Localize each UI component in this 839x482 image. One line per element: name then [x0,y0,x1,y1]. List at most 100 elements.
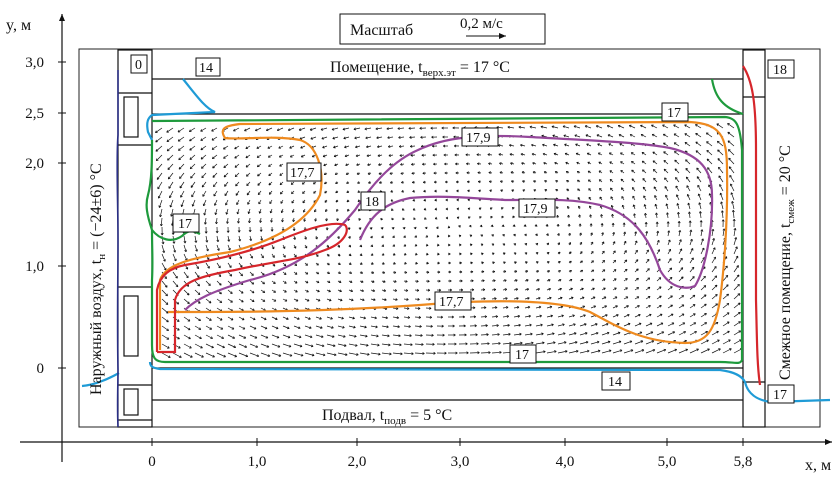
x-tick-label: 4,0 [556,454,575,470]
iso-label-18: 18 [773,63,787,78]
basement-label: Подвал, tподв = 5 °C [322,407,452,427]
outdoor-air-label: Наружный воздух, tн = (−24±6) °C [88,163,108,395]
isotherm-17-right [712,79,743,114]
velocity-vector [723,294,729,299]
velocity-vector [718,159,723,165]
velocity-vector [706,133,712,137]
x-axis-label: x, м [805,457,831,474]
velocity-vector [723,313,729,317]
velocity-vector [162,263,166,270]
iso-label-17: 17 [773,388,787,403]
velocity-vector [718,167,723,173]
velocity-vector [190,164,195,169]
x-tick-label: 5,8 [734,454,753,470]
velocity-vector [734,312,740,317]
velocity-vector [157,173,162,180]
velocity-vector [723,322,729,326]
isotherm-18-right [743,66,760,385]
velocity-vector [158,182,162,189]
velocity-vector [162,281,167,287]
velocity-vector [723,340,730,344]
isotherm-17 [147,117,742,363]
velocity-vector [156,137,162,142]
iso-label-17: 17 [515,348,529,363]
velocity-vector [481,353,490,354]
x-tick-label: 2,0 [348,454,367,470]
y-axis-label: y, м [6,17,31,34]
velocity-vector [191,173,195,178]
velocity-vector [690,349,699,353]
velocity-vector [190,146,195,150]
velocity-vector [156,146,162,151]
velocity-vector [734,340,741,344]
velocity-vector [195,353,204,357]
velocity-vector [697,168,701,173]
velocity-vector [184,299,189,304]
iso-label-17: 17 [178,217,192,232]
velocity-vector [195,272,199,277]
velocity-vector [729,158,734,164]
velocity-vector [712,340,719,344]
isotherm-17-7 [160,122,727,350]
velocity-vector [728,150,734,156]
velocity-vector [701,286,706,291]
velocity-vector [707,142,713,146]
velocity-vector [173,281,178,287]
velocity-vector [195,290,200,295]
velocity-vector [723,303,729,308]
velocity-vector [712,266,716,272]
iso-label-17-7: 17,7 [439,295,464,310]
velocity-vector [167,128,173,132]
velocity-vector [162,353,170,358]
y-tick-label: 2,0 [25,156,44,172]
velocity-vector [723,285,728,290]
velocity-vector [707,159,712,164]
iso-label-14: 14 [608,375,622,390]
y-tick-label: 3,0 [25,55,44,71]
left-wall [118,50,152,427]
velocity-vector [206,353,215,357]
velocity-vector [202,173,206,178]
velocity-vector [184,353,192,357]
velocity-vector [167,137,173,142]
velocity-vector [178,137,184,141]
y-tick-label: 0 [37,361,45,377]
velocity-vector [712,276,717,281]
velocity-vector [415,353,424,354]
velocity-vector [162,344,169,348]
velocity-vector [184,317,190,321]
velocity-vector [195,344,203,348]
velocity-vector [712,304,718,308]
velocity-vector [730,175,734,182]
velocity-vector [169,182,173,188]
velocity-vector [180,173,185,179]
iso-label-17-9: 17,9 [466,131,491,146]
iso-label-14: 14 [199,61,213,76]
velocity-vector [701,340,709,344]
velocity-vector [712,285,717,290]
isotherms [82,66,830,402]
velocity-vector [734,266,739,273]
velocity-vector [162,299,168,305]
iso-label-18: 18 [365,195,379,210]
velocity-vector [719,176,723,182]
velocity-vector [668,349,677,353]
y-tick-label: 1,0 [25,259,44,275]
x-tick-label: 5,0 [658,454,677,470]
velocity-vector [206,344,214,348]
velocity-vector [728,141,734,146]
iso-label-0: 0 [135,58,142,73]
outdoor-isotherm-0 [117,70,118,427]
iso-label-17-9: 17,9 [523,202,548,217]
room-upper-label: Помещение, tверх.эт = 17 °C [330,59,510,79]
velocity-vector [173,272,177,278]
velocity-vector [701,295,706,299]
velocity-vector [717,141,723,146]
velocity-vector [162,326,169,331]
adjacent-room-label: Смежное помещение, tсмеж = 20 °C [777,145,797,380]
velocity-vector [178,146,184,151]
velocity-vector [690,277,694,282]
velocity-vector [228,353,237,357]
velocity-vector [217,281,221,285]
